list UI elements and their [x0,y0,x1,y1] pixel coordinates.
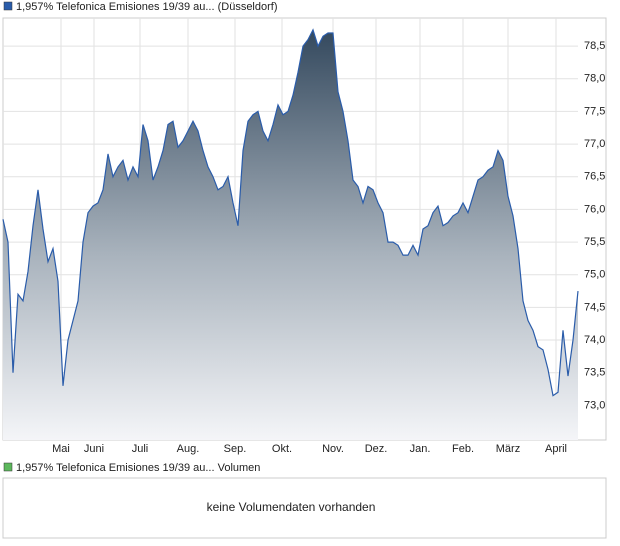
y-tick-label: 74,0 [584,334,605,346]
y-tick-label: 73,0 [584,399,605,411]
legend-label: 1,957% Telefonica Emisiones 19/39 au... … [16,462,260,474]
y-tick-label: 73,5 [584,367,605,379]
price-line [2,28,579,397]
y-tick-label: 77,5 [584,105,605,117]
x-tick-label: März [496,443,520,455]
y-tick-label: 78,5 [584,40,605,52]
x-tick-label: Okt. [272,443,292,455]
x-tick-label: Feb. [452,443,474,455]
y-tick-label: 78,0 [584,73,605,85]
y-tick-label: 77,0 [584,138,605,150]
x-tick-label: Aug. [177,443,200,455]
legend-swatch [3,462,13,472]
x-tick-label: Juli [132,443,149,455]
y-tick-label: 75,5 [584,236,605,248]
legend-label: 1,957% Telefonica Emisiones 19/39 au... … [16,1,278,13]
y-tick-label: 76,5 [584,171,605,183]
y-tick-label: 74,5 [584,301,605,313]
x-tick-label: Sep. [224,443,247,455]
y-tick-label: 75,0 [584,269,605,281]
x-tick-label: April [545,443,567,455]
legend-swatch [3,1,13,11]
y-tick-label: 76,0 [584,203,605,215]
x-tick-label: Jan. [410,443,431,455]
x-tick-label: Dez. [365,443,388,455]
x-tick-label: Mai [52,443,70,455]
x-tick-label: Juni [84,443,104,455]
x-tick-label: Nov. [322,443,344,455]
area-fill [3,29,578,441]
volume-frame [2,477,607,539]
no-data-message: keine Volumendaten vorhanden [207,500,376,514]
